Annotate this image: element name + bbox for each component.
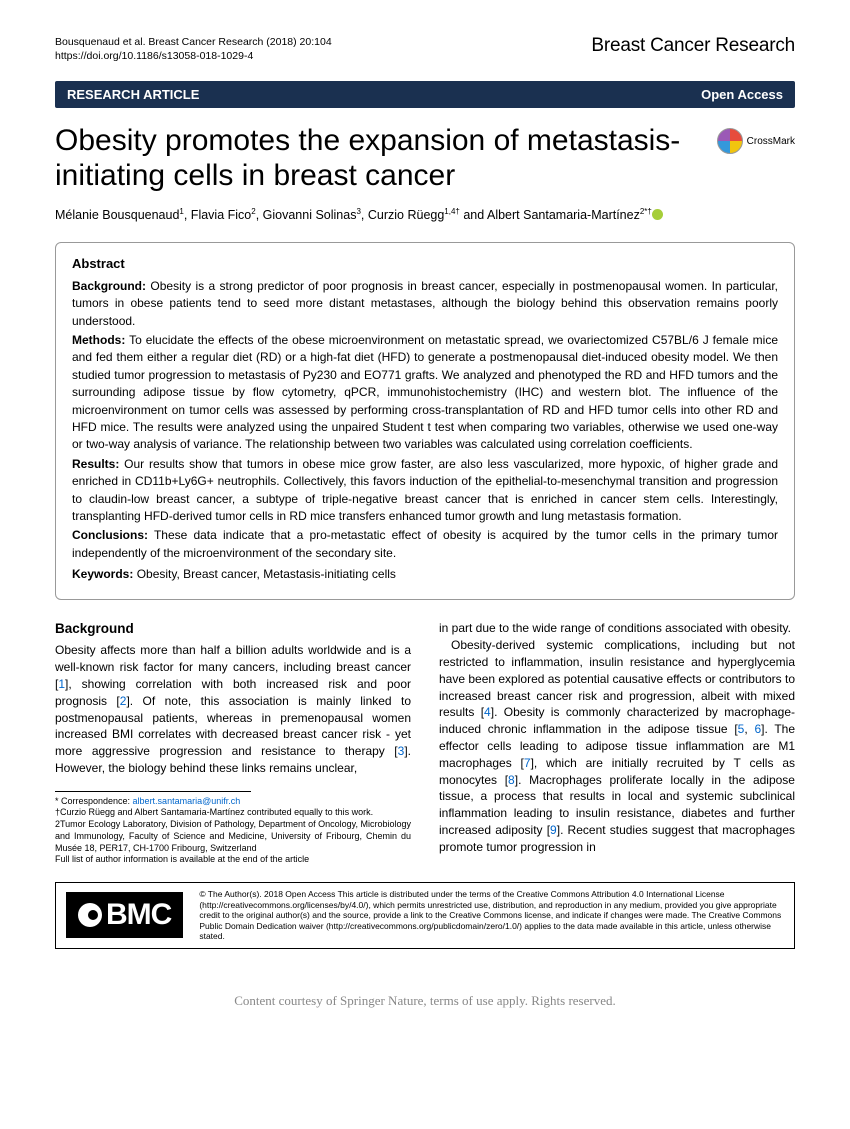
abstract-keywords-label: Keywords: bbox=[72, 567, 133, 581]
journal-name: Breast Cancer Research bbox=[591, 35, 795, 57]
abstract-results: Our results show that tumors in obese mi… bbox=[72, 457, 778, 523]
column-left: Background Obesity affects more than hal… bbox=[55, 620, 411, 865]
body-paragraph: in part due to the wide range of conditi… bbox=[439, 620, 795, 637]
bmc-logo: BMC bbox=[66, 892, 183, 938]
citation-ref[interactable]: 8 bbox=[508, 773, 515, 787]
background-heading: Background bbox=[55, 620, 411, 639]
full-author-list-note: Full list of author information is avail… bbox=[55, 854, 411, 866]
citation-ref[interactable]: 9 bbox=[550, 823, 557, 837]
doi: https://doi.org/10.1186/s13058-018-1029-… bbox=[55, 49, 332, 63]
license-text: © The Author(s). 2018 Open Access This a… bbox=[199, 889, 784, 942]
citation: Bousquenaud et al. Breast Cancer Researc… bbox=[55, 35, 332, 49]
equal-contribution: †Curzio Rüegg and Albert Santamaria-Mart… bbox=[55, 807, 411, 819]
body-paragraph: Obesity-derived systemic complications, … bbox=[439, 637, 795, 855]
correspondence-email[interactable]: albert.santamaria@unifr.ch bbox=[133, 796, 241, 806]
citation-ref[interactable]: 4 bbox=[484, 705, 491, 719]
abstract-conclusions: These data indicate that a pro-metastati… bbox=[72, 528, 778, 559]
authors-text: Mélanie Bousquenaud1, Flavia Fico2, Giov… bbox=[55, 208, 652, 222]
article-type: RESEARCH ARTICLE bbox=[67, 87, 199, 102]
crossmark-icon bbox=[717, 128, 743, 154]
page-header: Bousquenaud et al. Breast Cancer Researc… bbox=[55, 35, 795, 63]
abstract-box: Abstract Background: Obesity is a strong… bbox=[55, 242, 795, 600]
courtesy-line: Content courtesy of Springer Nature, ter… bbox=[0, 993, 850, 1009]
author-list: Mélanie Bousquenaud1, Flavia Fico2, Giov… bbox=[55, 205, 795, 224]
crossmark-badge[interactable]: CrossMark bbox=[717, 124, 795, 154]
body-columns: Background Obesity affects more than hal… bbox=[55, 620, 795, 865]
abstract-background-label: Background: bbox=[72, 279, 146, 293]
abstract-background: Obesity is a strong predictor of poor pr… bbox=[72, 279, 778, 328]
abstract-conclusions-label: Conclusions: bbox=[72, 528, 148, 542]
abstract-methods: To elucidate the effects of the obese mi… bbox=[72, 333, 778, 451]
abstract-keywords: Obesity, Breast cancer, Metastasis-initi… bbox=[133, 567, 396, 581]
article-type-banner: RESEARCH ARTICLE Open Access bbox=[55, 81, 795, 108]
abstract-results-label: Results: bbox=[72, 457, 119, 471]
open-access-label: Open Access bbox=[701, 87, 783, 102]
citation-ref[interactable]: 7 bbox=[524, 756, 531, 770]
affiliation: 2Tumor Ecology Laboratory, Division of P… bbox=[55, 819, 411, 854]
footnotes: * Correspondence: albert.santamaria@unif… bbox=[55, 796, 411, 866]
abstract-methods-label: Methods: bbox=[72, 333, 125, 347]
citation-ref[interactable]: 5 bbox=[738, 722, 745, 736]
orcid-icon[interactable] bbox=[652, 209, 663, 220]
license-footer: BMC © The Author(s). 2018 Open Access Th… bbox=[55, 882, 795, 949]
abstract-heading: Abstract bbox=[72, 255, 778, 274]
article-title: Obesity promotes the expansion of metast… bbox=[55, 124, 717, 193]
bmc-logo-icon bbox=[78, 903, 102, 927]
crossmark-label: CrossMark bbox=[747, 136, 795, 147]
column-right: in part due to the wide range of conditi… bbox=[439, 620, 795, 865]
footnote-separator bbox=[55, 791, 251, 792]
body-paragraph: Obesity affects more than half a billion… bbox=[55, 642, 411, 776]
